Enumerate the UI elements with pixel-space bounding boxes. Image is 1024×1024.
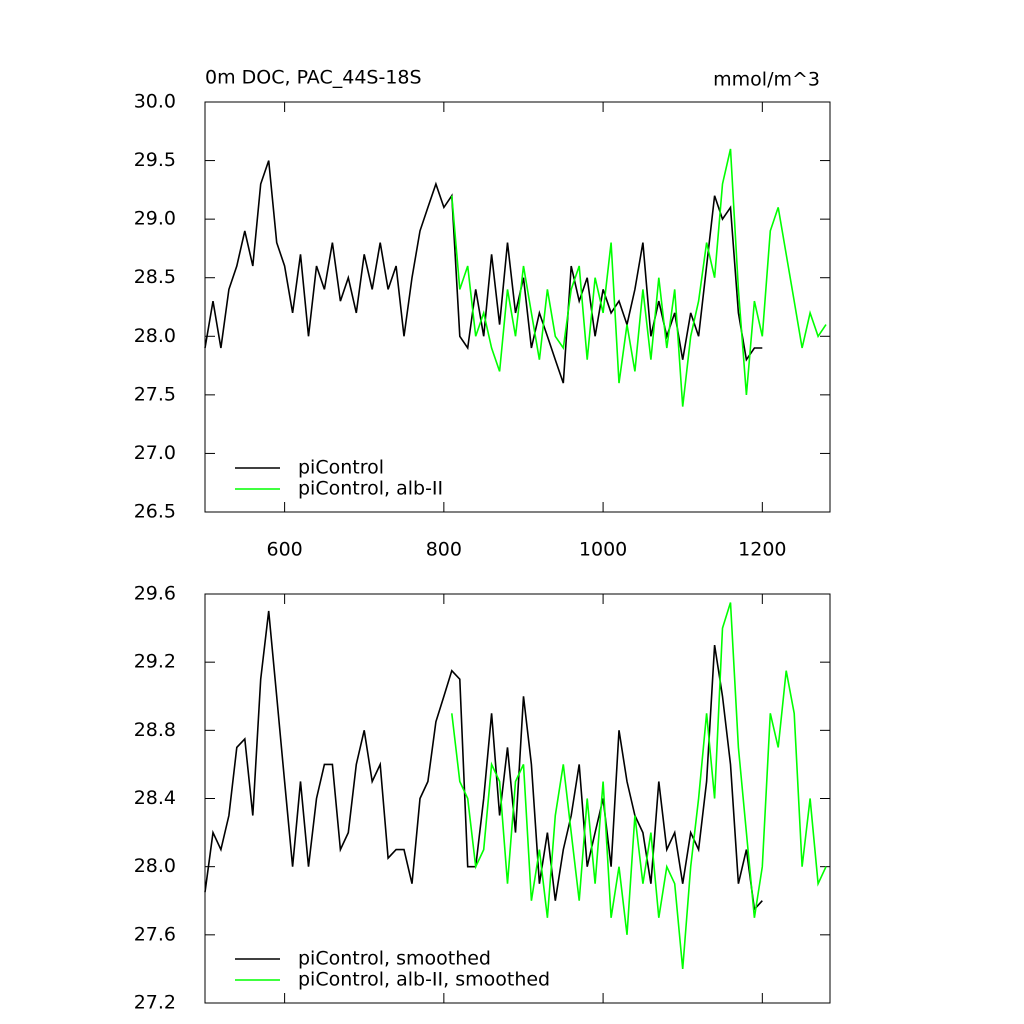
series-line <box>451 148 827 407</box>
units-label: mmol/m^3 <box>713 69 820 91</box>
y-tick-label: 29.2 <box>134 651 176 673</box>
y-tick-label: 27.0 <box>134 442 176 464</box>
y-tick-label: 29.0 <box>134 208 176 230</box>
y-tick-label: 28.0 <box>134 855 176 877</box>
legend-label: piControl <box>298 457 384 479</box>
series-line <box>451 602 827 969</box>
y-tick-label: 26.5 <box>134 501 176 523</box>
x-tick-label: 600 <box>266 539 302 561</box>
y-tick-label: 29.5 <box>134 149 176 171</box>
y-tick-label: 27.6 <box>134 923 176 945</box>
y-tick-label: 28.4 <box>134 787 176 809</box>
series-line <box>204 610 763 912</box>
legend-label: piControl, alb-II, smoothed <box>298 969 550 991</box>
chart-title: 0m DOC, PAC_44S-18S <box>205 67 422 89</box>
y-tick-label: 27.5 <box>134 383 176 405</box>
x-tick-label: 1200 <box>738 539 786 561</box>
y-tick-label: 30.0 <box>134 91 176 113</box>
x-tick-label: 1000 <box>579 539 627 561</box>
y-tick-label: 28.8 <box>134 719 176 741</box>
y-tick-label: 28.5 <box>134 266 176 288</box>
legend-label: piControl, smoothed <box>298 948 491 970</box>
y-tick-label: 28.0 <box>134 325 176 347</box>
legend-label: piControl, alb-II <box>298 478 443 500</box>
y-tick-label: 27.2 <box>134 992 176 1014</box>
y-tick-label: 29.6 <box>134 583 176 605</box>
x-tick-label: 800 <box>426 539 462 561</box>
plot-frame <box>204 101 831 513</box>
